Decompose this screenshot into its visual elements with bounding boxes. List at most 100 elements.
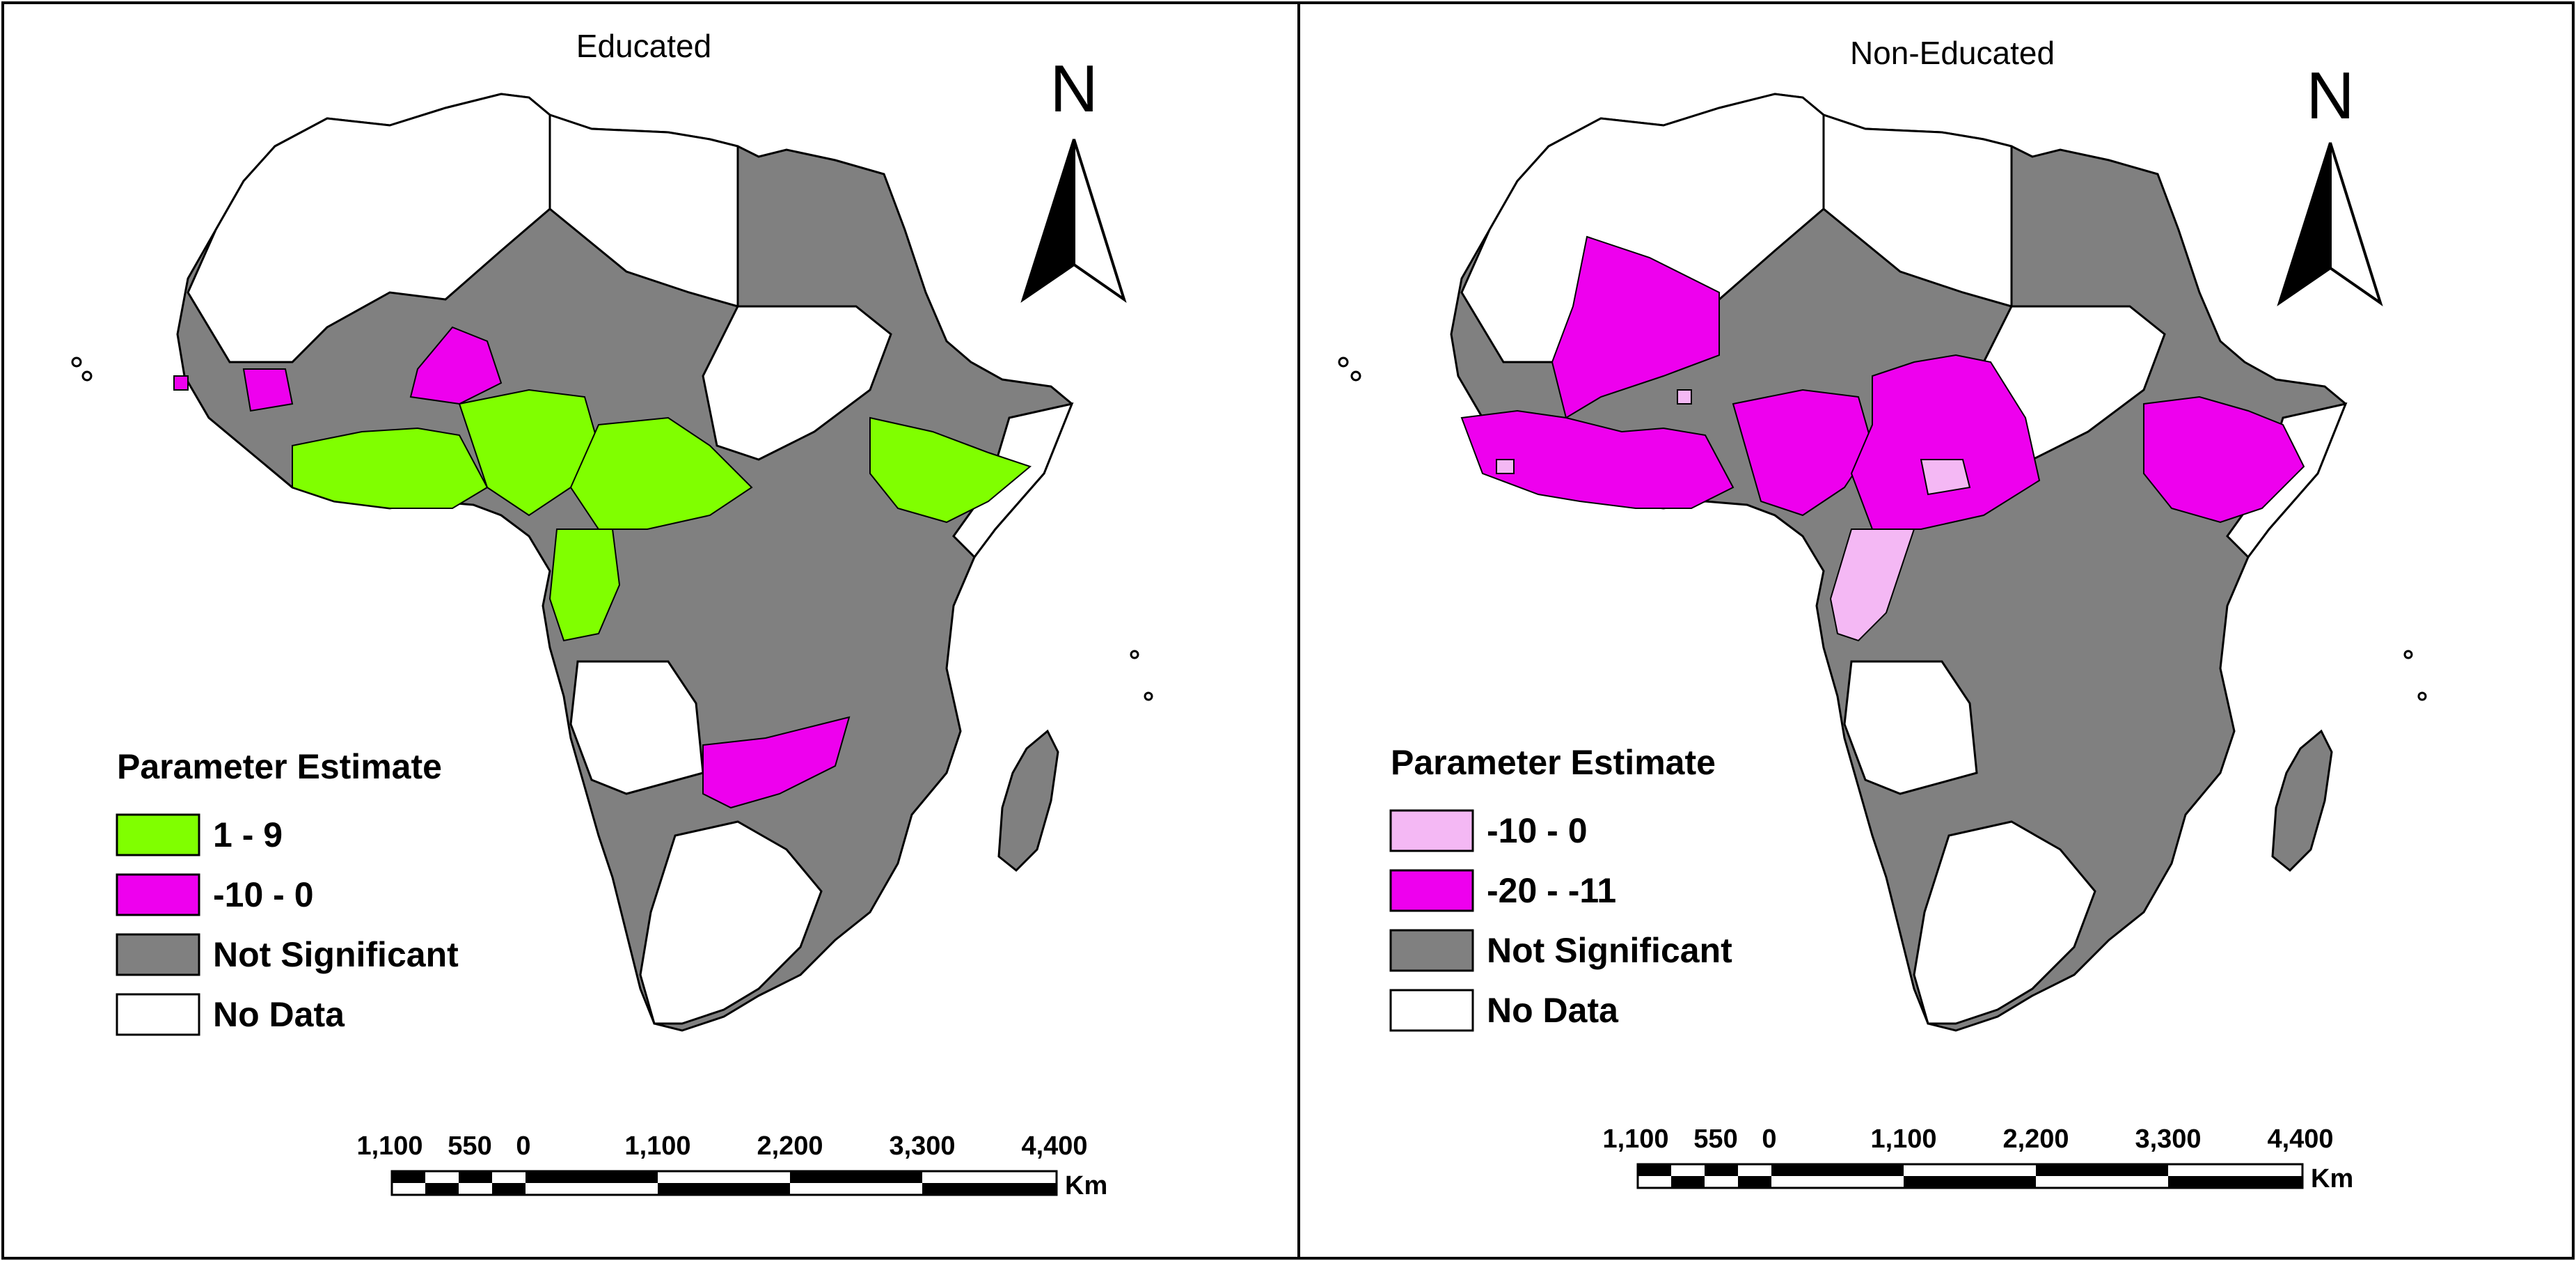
scale-label: 4,400 <box>1021 1131 1087 1161</box>
scale-segment <box>1671 1176 1705 1188</box>
panel-educated: Educated N P <box>71 28 1153 1200</box>
island <box>81 370 93 382</box>
scale-label: 550 <box>448 1131 491 1161</box>
region-magenta-zambia <box>702 716 851 809</box>
legend-swatch <box>1389 929 1474 972</box>
scale-unit: Km <box>1065 1171 1107 1200</box>
scale-segment <box>1771 1164 1904 1176</box>
scale-segment <box>2036 1164 2168 1176</box>
scale-bar: 1,100 550 0 1,100 2,200 3,300 4,400 Km <box>356 1131 1107 1200</box>
scale-segment <box>1705 1164 1738 1176</box>
scale-segment <box>790 1171 922 1183</box>
island <box>1144 691 1153 701</box>
scale-label: 1,100 <box>624 1131 690 1161</box>
scale-segment <box>1738 1176 1771 1188</box>
legend-label: -10 - 0 <box>1487 811 1588 850</box>
region-nodata-angola <box>1843 660 1978 795</box>
legend-label: Not Significant <box>213 935 459 974</box>
legend-label: 1 - 9 <box>213 815 283 854</box>
legend-swatch <box>116 813 200 856</box>
island <box>1350 370 1361 382</box>
region-nodata-angola <box>569 660 704 795</box>
region-magenta-mali <box>1551 235 1720 419</box>
scale-label: 2,200 <box>2002 1125 2069 1154</box>
island <box>1130 650 1139 659</box>
scale-segment <box>492 1183 526 1195</box>
region-pink-central <box>1920 459 1971 496</box>
region-nodata-south <box>1913 820 2096 1025</box>
scale-label: 1,100 <box>356 1131 422 1161</box>
legend-label: -20 - -11 <box>1487 871 1616 910</box>
legend: Parameter Estimate -10 - 0 -20 - -11 Not… <box>1389 743 1732 1032</box>
scale-label: 550 <box>1693 1125 1737 1154</box>
scale-label: 0 <box>1762 1125 1776 1154</box>
region-green-west-coast <box>292 427 489 509</box>
region-nodata-northwest <box>187 93 551 363</box>
legend-title: Parameter Estimate <box>1391 743 1716 782</box>
region-nodata-south <box>639 820 823 1025</box>
scale-segment <box>2168 1176 2302 1188</box>
legend-label: No Data <box>1487 991 1619 1030</box>
panel-title: Non-Educated <box>1850 35 2055 71</box>
scale-label: 1,100 <box>1602 1125 1668 1154</box>
region-magenta-senegal-coast <box>173 375 189 391</box>
region-green-central <box>569 416 753 530</box>
region-magenta-chad-car <box>1850 354 2041 530</box>
scale-label: 1,100 <box>1870 1125 1936 1154</box>
scale-unit: Km <box>2311 1164 2353 1193</box>
scale-label: 3,300 <box>2135 1125 2201 1154</box>
region-pink-congo-gabon <box>1829 528 1915 642</box>
legend-swatch <box>1389 989 1474 1032</box>
legend-swatch <box>116 873 200 916</box>
legend-swatch <box>1389 869 1474 912</box>
region-green-gabon-congo <box>548 528 621 642</box>
scale-segment <box>425 1183 459 1195</box>
north-arrow-right-half <box>1073 139 1127 303</box>
scale-label: 0 <box>516 1131 530 1161</box>
island <box>71 357 82 368</box>
north-arrow: N <box>1020 52 1127 303</box>
scale-label: 3,300 <box>889 1131 955 1161</box>
region-nodata-northwest <box>1460 93 1825 363</box>
scale-segment <box>392 1171 425 1183</box>
region-magenta-ethiopia <box>2143 395 2305 524</box>
panel-title: Educated <box>576 28 711 64</box>
region-pink-north <box>1677 389 1692 405</box>
region-pink-westcoast <box>1496 459 1515 474</box>
region-nodata-algeria-libya <box>1822 113 2013 308</box>
legend-swatch <box>116 933 200 976</box>
scale-label: 2,200 <box>757 1131 823 1161</box>
legend: Parameter Estimate 1 - 9 -10 - 0 Not Sig… <box>116 747 459 1036</box>
legend-label: No Data <box>213 995 345 1034</box>
north-arrow-left-half <box>1020 139 1075 303</box>
madagascar-region <box>2271 730 2333 872</box>
scale-segment <box>1638 1164 1671 1176</box>
scale-segment <box>526 1171 658 1183</box>
scale-label: 4,400 <box>2267 1125 2333 1154</box>
region-magenta-west-coast <box>1460 409 1735 509</box>
madagascar-region <box>997 730 1059 872</box>
legend-swatch <box>116 993 200 1036</box>
scale-segment <box>922 1183 1057 1195</box>
legend-swatch <box>1389 809 1474 852</box>
north-arrow-label: N <box>2306 58 2354 133</box>
scale-segment <box>658 1183 790 1195</box>
region-green-ethiopia <box>869 416 1032 524</box>
island <box>2417 691 2427 701</box>
region-magenta-westafrica <box>242 368 294 412</box>
legend-label: Not Significant <box>1487 931 1732 970</box>
north-arrow: N <box>2277 58 2383 306</box>
island <box>1338 357 1349 368</box>
region-nodata-sudan <box>702 305 892 461</box>
north-arrow-right-half <box>2329 142 2383 306</box>
scale-segment <box>459 1171 492 1183</box>
region-magenta-niger <box>409 326 503 405</box>
north-arrow-left-half <box>2277 142 2332 306</box>
region-nodata-algeria-libya <box>548 113 739 308</box>
legend-title: Parameter Estimate <box>117 747 442 786</box>
scale-bar: 1,100 550 0 1,100 2,200 3,300 4,400 Km <box>1602 1125 2353 1193</box>
panel-non-educated: Non-Educated N Pa <box>1338 35 2427 1193</box>
island <box>2403 650 2413 659</box>
scale-segment <box>1904 1176 2036 1188</box>
